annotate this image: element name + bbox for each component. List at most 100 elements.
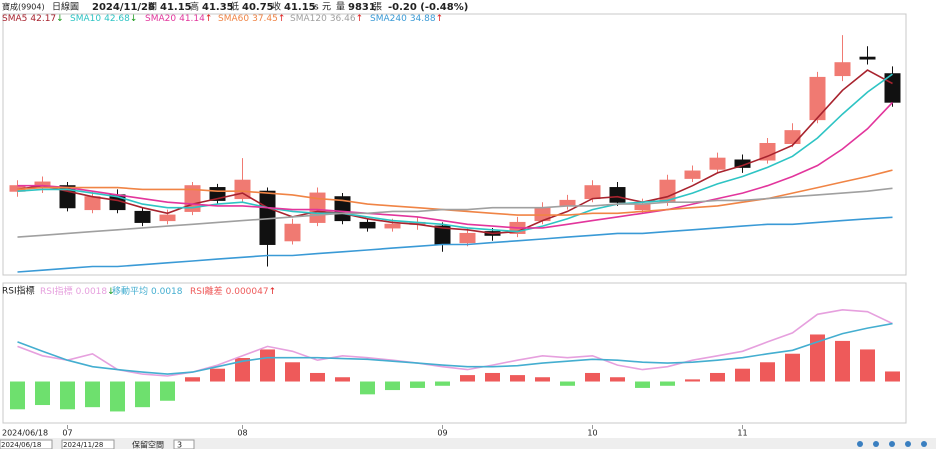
legend-name: SMA240 xyxy=(370,14,407,24)
histogram-bar xyxy=(235,358,250,382)
candle-body xyxy=(709,157,726,170)
header-flag: s xyxy=(314,3,319,13)
header-volume-label: 量 xyxy=(336,2,345,13)
histogram-bar xyxy=(685,379,700,382)
reserve-label: 保留空間 xyxy=(132,440,164,449)
moving-average xyxy=(17,187,893,238)
x-tick-label: 09 xyxy=(437,429,447,438)
histogram-bar xyxy=(835,340,850,382)
header-change: -0.20 (-0.48%) xyxy=(388,2,468,13)
histogram-bar xyxy=(60,381,75,410)
histogram-bar xyxy=(210,368,225,382)
moving-average xyxy=(17,101,894,229)
moving-average xyxy=(17,69,893,235)
toolbar xyxy=(0,438,936,449)
legend-value: 0.0018 xyxy=(76,287,108,297)
legend-name: SMA10 xyxy=(70,14,101,24)
histogram-bar xyxy=(335,377,350,382)
histogram-bar xyxy=(860,349,875,382)
header-date: 2024/11/28 xyxy=(92,2,155,13)
x-tick-label: 07 xyxy=(62,429,72,438)
histogram-bar xyxy=(185,377,200,382)
legend-trend: ↑ xyxy=(278,14,286,24)
legend-trend: ↑ xyxy=(436,14,444,24)
indicator-line xyxy=(17,322,893,375)
candle-body xyxy=(134,210,151,223)
start-date: 2024/06/18 xyxy=(1,441,41,449)
histogram-bar xyxy=(485,372,500,382)
header-close: 41.15 xyxy=(284,2,316,13)
x-tick-label: 11 xyxy=(737,429,747,438)
indicator-title: RSI指標 xyxy=(2,285,35,297)
candle-body xyxy=(784,130,801,144)
legend-name: SMA60 xyxy=(218,14,249,24)
header-stock: 寶成(9904) xyxy=(2,2,45,12)
candle-body xyxy=(384,223,401,229)
legend-name: 移動平均 xyxy=(112,285,148,297)
histogram-bar xyxy=(160,381,175,401)
candle-body xyxy=(84,196,101,211)
candle-body xyxy=(159,214,176,222)
price-panel xyxy=(2,13,907,276)
header-high-label: 高 xyxy=(190,1,199,13)
histogram-bar xyxy=(810,334,825,382)
legend-trend: ↓ xyxy=(107,287,115,297)
histogram-bar xyxy=(560,381,575,386)
legend-value: 34.88 xyxy=(410,14,436,24)
indicator-panel xyxy=(2,282,907,424)
candle-body xyxy=(684,170,701,179)
candle-body xyxy=(809,76,826,121)
candle-body xyxy=(734,159,751,168)
legend-name: SMA20 xyxy=(145,14,176,24)
legend: RSI指標 0.0018↓移動平均 0.0018 RSI離差 0.000047↑ xyxy=(40,285,276,297)
histogram-bar xyxy=(660,381,675,386)
histogram-bar xyxy=(460,375,475,382)
legend-name: RSI指標 xyxy=(40,285,73,297)
legend-value: 36.46 xyxy=(330,14,356,24)
histogram-bar xyxy=(510,375,525,382)
reserve-value: 3 xyxy=(177,441,182,449)
candle-body xyxy=(459,232,476,244)
histogram-bar xyxy=(310,372,325,382)
histogram-bar xyxy=(110,381,125,412)
histogram-bar xyxy=(635,381,650,388)
header-close-label: 收 xyxy=(272,1,281,13)
header-open: 41.15 xyxy=(160,2,192,13)
legend-name: SMA5 xyxy=(2,14,27,24)
end-input[interactable] xyxy=(61,439,115,449)
header-open-label: 開 xyxy=(148,2,157,13)
histogram-bar xyxy=(785,353,800,382)
end-date: 2024/11/28 xyxy=(63,441,103,449)
reserve-input[interactable] xyxy=(173,439,195,449)
header-volume-unit: 張 xyxy=(373,2,382,13)
histogram-bar xyxy=(85,381,100,408)
candle-body xyxy=(834,62,851,77)
histogram-bar xyxy=(885,371,900,382)
legend-value: 42.68 xyxy=(104,14,130,24)
histogram-bar xyxy=(760,362,775,382)
x-tick-label: 10 xyxy=(587,429,597,438)
toolbar-icons[interactable] xyxy=(857,441,927,447)
histogram-bar xyxy=(285,362,300,382)
legend-value: 0.000047 xyxy=(226,287,269,297)
candle-body xyxy=(359,221,376,229)
histogram-bar xyxy=(585,372,600,382)
histogram-bar xyxy=(435,381,450,386)
candle-body xyxy=(559,199,576,207)
legend-value: 41.14 xyxy=(179,14,205,24)
x-tick-label: 08 xyxy=(237,429,247,438)
histogram-bar xyxy=(385,381,400,391)
legend: SMA5 42.17↓ SMA10 42.68↓ SMA20 41.14↑ SMA60 37.… xyxy=(2,14,443,24)
x-tick-label: 2024/06/18 xyxy=(2,429,48,438)
indicator-line xyxy=(17,308,893,377)
legend-trend: ↓ xyxy=(56,14,64,24)
histogram-bar xyxy=(535,377,550,382)
histogram-bar xyxy=(260,349,275,382)
histogram-bar xyxy=(10,381,25,410)
legend-trend: ↑ xyxy=(269,287,277,297)
start-input[interactable] xyxy=(0,439,53,449)
legend-name: SMA120 xyxy=(290,14,327,24)
legend-trend: ↓ xyxy=(130,14,138,24)
histogram-bar xyxy=(710,372,725,382)
